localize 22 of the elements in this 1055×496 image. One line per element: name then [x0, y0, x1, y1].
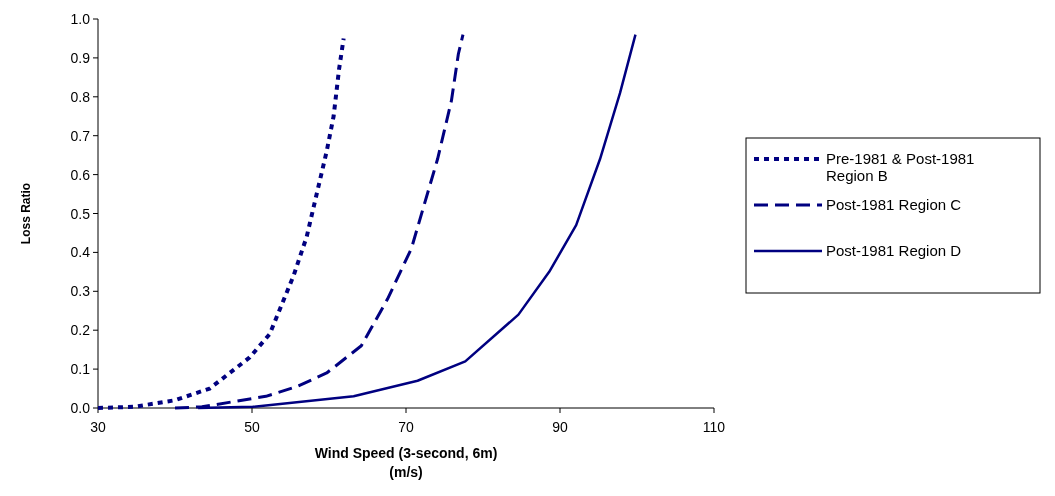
y-tick-label: 0.7: [70, 127, 91, 144]
y-tick-label: 0.1: [70, 361, 91, 378]
y-tick-label: 0.4: [70, 244, 91, 261]
y-tick-label: 0.9: [70, 49, 91, 66]
x-tick-label: 110: [702, 419, 726, 435]
legend-label: Post-1981 Region C: [826, 196, 962, 213]
x-tick-label: 70: [398, 419, 414, 435]
y-tick-label: 0.2: [70, 322, 91, 339]
y-tick-label: 0.8: [70, 88, 91, 105]
y-tick-label: 1.0: [70, 11, 91, 27]
x-axis-title: Wind Speed (3-second, 6m) (m/s): [314, 445, 498, 480]
y-axis-title: Loss Ratio: [19, 182, 33, 245]
legend-label: Pre-1981 & Post-1981 Region B: [826, 150, 975, 184]
line-series: [96, 36, 346, 410]
y-tick-label: 0.6: [70, 166, 91, 183]
x-tick-label: 90: [552, 419, 568, 435]
x-tick-label: 30: [90, 419, 106, 435]
y-tick-label: 0.5: [70, 205, 91, 222]
y-tick-label: 0.3: [70, 283, 91, 300]
y-tick-label: 0.0: [70, 400, 91, 416]
x-tick-label: 50: [244, 419, 260, 435]
legend-label: Post-1981 Region D: [826, 242, 962, 259]
